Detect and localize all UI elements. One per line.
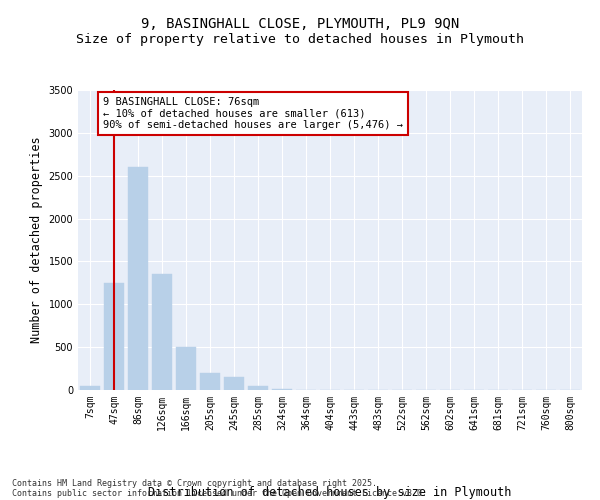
Bar [272,389,292,390]
Text: Size of property relative to detached houses in Plymouth: Size of property relative to detached ho… [76,32,524,46]
X-axis label: Distribution of detached houses by size in Plymouth: Distribution of detached houses by size … [148,486,512,498]
Text: 9 BASINGHALL CLOSE: 76sqm
← 10% of detached houses are smaller (613)
90% of semi: 9 BASINGHALL CLOSE: 76sqm ← 10% of detac… [103,97,403,130]
Text: Contains public sector information licensed under the Open Government Licence v3: Contains public sector information licen… [12,488,427,498]
Y-axis label: Number of detached properties: Number of detached properties [30,136,43,344]
Bar [200,373,220,390]
Bar [176,347,196,390]
Bar [224,377,244,390]
Bar [248,386,268,390]
Bar [104,283,124,390]
Text: Contains HM Land Registry data © Crown copyright and database right 2025.: Contains HM Land Registry data © Crown c… [12,478,377,488]
Bar [80,386,100,390]
Bar [152,274,172,390]
Text: 9, BASINGHALL CLOSE, PLYMOUTH, PL9 9QN: 9, BASINGHALL CLOSE, PLYMOUTH, PL9 9QN [141,18,459,32]
Bar [128,167,148,390]
